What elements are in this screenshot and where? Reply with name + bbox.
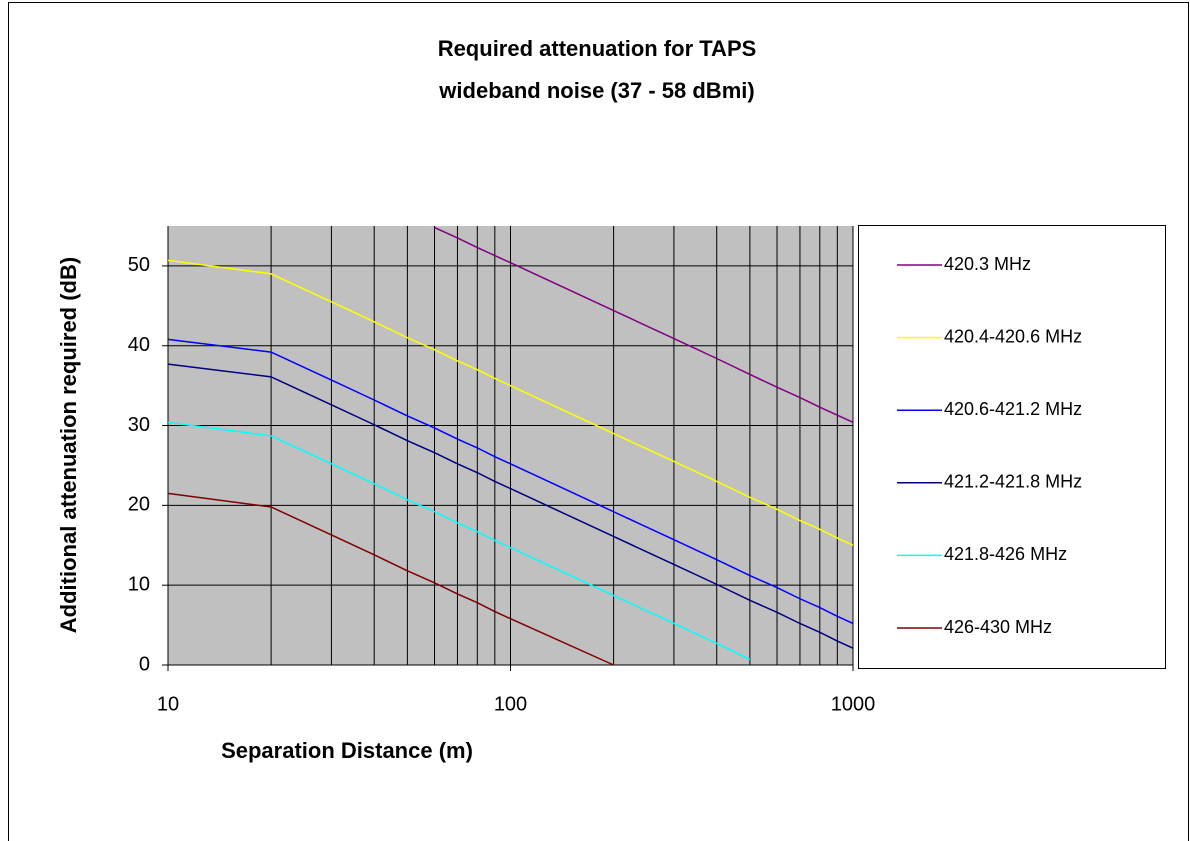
plot-area	[162, 226, 854, 671]
legend-label: 420.4-420.6 MHz	[944, 326, 1082, 346]
y-tick-label: 10	[128, 573, 150, 595]
y-tick-label: 30	[128, 414, 150, 436]
series-line	[434, 226, 854, 424]
y-axis-label: Additional attenuation required (dB)	[56, 257, 81, 633]
legend-label: 421.2-421.8 MHz	[944, 472, 1082, 492]
x-axis-label: Separation Distance (m)	[221, 738, 473, 763]
chart-title: wideband noise (37 - 58 dBmi)	[438, 78, 754, 103]
x-tick-label: 100	[494, 693, 527, 715]
y-tick-label: 50	[128, 254, 150, 276]
y-tick-label: 0	[139, 653, 150, 675]
legend-label: 420.6-421.2 MHz	[944, 399, 1082, 419]
series-line	[167, 492, 614, 666]
series-line	[167, 338, 854, 625]
chart-frame	[8, 2, 1189, 841]
legend-box	[858, 225, 1166, 669]
legend-label: 426-430 MHz	[944, 617, 1052, 637]
series-line	[167, 259, 854, 546]
y-tick-label: 40	[128, 334, 150, 356]
series-line	[167, 363, 854, 649]
legend-label: 421.8-426 MHz	[944, 544, 1067, 564]
series-line	[167, 421, 751, 661]
x-tick-label: 10	[157, 693, 179, 715]
chart-title: Required attenuation for TAPS	[438, 36, 757, 61]
legend-label: 420.3 MHz	[944, 254, 1031, 274]
y-tick-label: 20	[128, 494, 150, 516]
x-tick-label: 1000	[831, 693, 876, 715]
